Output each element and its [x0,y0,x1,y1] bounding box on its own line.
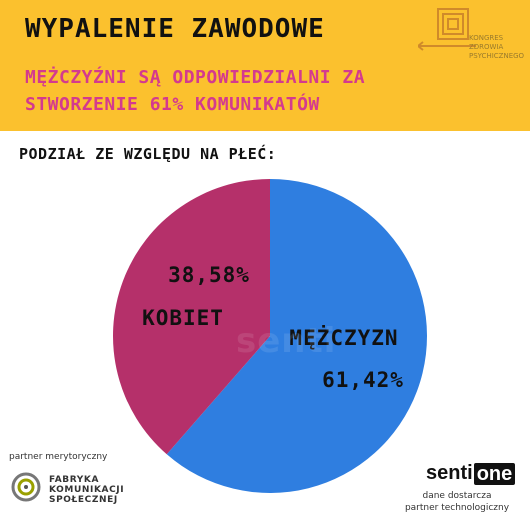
page-subtitle: MĘŻCZYŹNI SĄ ODPOWIEDZIALNI ZA STWORZENI… [25,64,365,118]
page-title: WYPALENIE ZAWODOWE [25,14,325,44]
sentione-logo-part-2: one [473,462,516,485]
subtitle-line-1: MĘŻCZYŹNI SĄ ODPOWIEDZIALNI ZA [25,67,366,88]
pie-slice-women [112,179,271,455]
header-banner: WYPALENIE ZAWODOWE MĘŻCZYŹNI SĄ ODPOWIED… [0,0,530,131]
fks-line-1: FABRYKA [49,475,100,485]
subtitle-line-2: STWORZENIE 61% KOMUNIKATÓW [25,94,320,115]
sentione-logo-part-1: senti [426,462,473,484]
data-label-men-pct: 61,42% [322,368,404,392]
fks-line-3: SPOŁECZNEJ [49,495,118,505]
kongres-line-2: ZDROWIA [469,43,504,51]
data-provider-line-1: dane dostarcza [422,491,492,501]
kongres-line-1: KONGRES [469,34,504,42]
kongres-logo-text: KONGRES ZDROWIA PSYCHICZNEGO [469,34,524,61]
kongres-line-3: PSYCHICZNEGO [469,52,525,60]
data-label-women-name: KOBIET [142,306,224,330]
maze-arrow-icon [418,8,476,51]
pie-slice-men [166,179,427,493]
section-label: PODZIAŁ ZE WZGLĘDU NA PŁEĆ: [19,145,277,163]
data-label-women-pct: 38,58% [168,263,250,287]
fks-logo-icon [11,472,41,502]
data-label-men-name: MĘŻCZYZN [289,325,398,350]
watermark: senti [236,321,337,361]
partner-merytoryczny-label: partner merytoryczny [9,452,108,462]
data-provider-caption: dane dostarcza partner technologiczny [392,490,522,514]
fks-logo-text: FABRYKA KOMUNIKACJI SPOŁECZNEJ [49,475,124,505]
fks-line-2: KOMUNIKACJI [49,485,125,495]
sentione-logo: senti one [426,462,516,485]
data-provider-line-2: partner technologiczny [404,503,510,513]
